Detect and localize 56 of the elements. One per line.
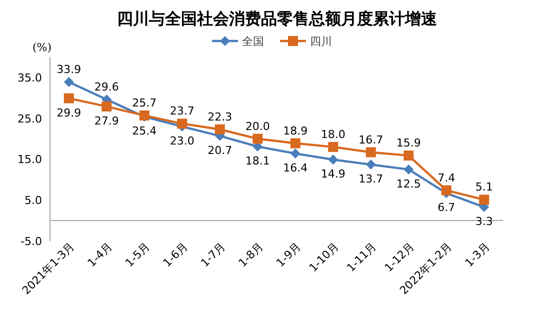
data-label: 15.9 [396, 136, 421, 150]
legend-label: 四川 [310, 35, 332, 48]
data-label: 20.7 [208, 144, 232, 157]
data-label: 27.9 [94, 114, 119, 128]
data-label: 25.4 [132, 124, 157, 138]
data-label: 18.0 [320, 128, 346, 141]
data-label: 23.7 [170, 104, 194, 118]
point [441, 185, 452, 196]
point [290, 138, 300, 148]
data-label: 18.9 [283, 124, 308, 138]
x-tick-label: 1-6月 [160, 240, 190, 270]
y-axis-title: (%) [32, 41, 52, 54]
point [328, 154, 338, 165]
data-label: 12.5 [396, 177, 421, 190]
data-label: 23.0 [170, 134, 194, 148]
point [177, 118, 188, 129]
point [290, 148, 300, 158]
data-label: 18.1 [245, 154, 270, 168]
x-tick-label: 1-7月 [198, 240, 228, 270]
data-label: 7.4 [438, 171, 456, 184]
data-label: 6.7 [438, 201, 456, 214]
point [404, 150, 414, 161]
point [64, 93, 74, 104]
y-tick-label: -5.0 [20, 235, 42, 248]
data-label: 33.9 [56, 62, 82, 76]
data-label: 29.6 [94, 80, 119, 94]
point [328, 142, 338, 152]
y-tick-label: 5.0 [24, 194, 42, 208]
y-tick-label: 35.0 [18, 71, 42, 84]
x-tick-label: 1-3月 [462, 240, 492, 270]
data-label: 16.7 [358, 133, 384, 146]
data-label: 14.9 [320, 168, 346, 181]
data-label: 5.1 [475, 180, 493, 194]
data-label: 13.7 [358, 172, 384, 186]
chart-title: 四川与全国社会消费品零售总额月度累计增速 [117, 9, 438, 28]
legend-label: 全国 [242, 35, 264, 48]
point [252, 134, 263, 144]
data-label: 22.3 [208, 110, 232, 124]
data-label: 20.0 [245, 120, 270, 133]
x-tick-label: 1-5月 [122, 240, 152, 270]
data-label: 25.7 [132, 96, 157, 110]
x-tick-label: 1-8月 [236, 240, 266, 270]
data-label: 16.4 [283, 162, 308, 174]
point [479, 194, 490, 205]
x-tick-label: 1-4月 [85, 240, 115, 270]
x-tick-label: 1-9月 [274, 240, 304, 270]
point [366, 147, 376, 158]
point [102, 101, 112, 112]
point [366, 160, 376, 170]
data-label: 3.3 [475, 215, 493, 228]
point [64, 76, 74, 87]
y-tick-label: 15.0 [18, 153, 42, 166]
data-label: 29.9 [56, 106, 82, 120]
point [404, 164, 414, 174]
point [214, 124, 225, 134]
y-tick-label: 25.0 [18, 112, 42, 126]
